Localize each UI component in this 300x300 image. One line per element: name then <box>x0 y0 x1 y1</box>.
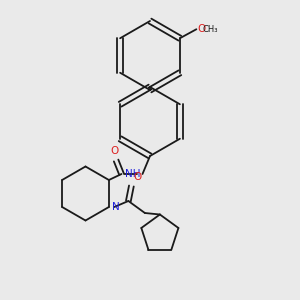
Text: N: N <box>112 202 120 212</box>
Text: O: O <box>197 24 206 34</box>
Text: O: O <box>133 172 141 182</box>
Text: CH₃: CH₃ <box>203 25 218 34</box>
Text: O: O <box>110 146 119 156</box>
Text: NH: NH <box>125 169 141 179</box>
